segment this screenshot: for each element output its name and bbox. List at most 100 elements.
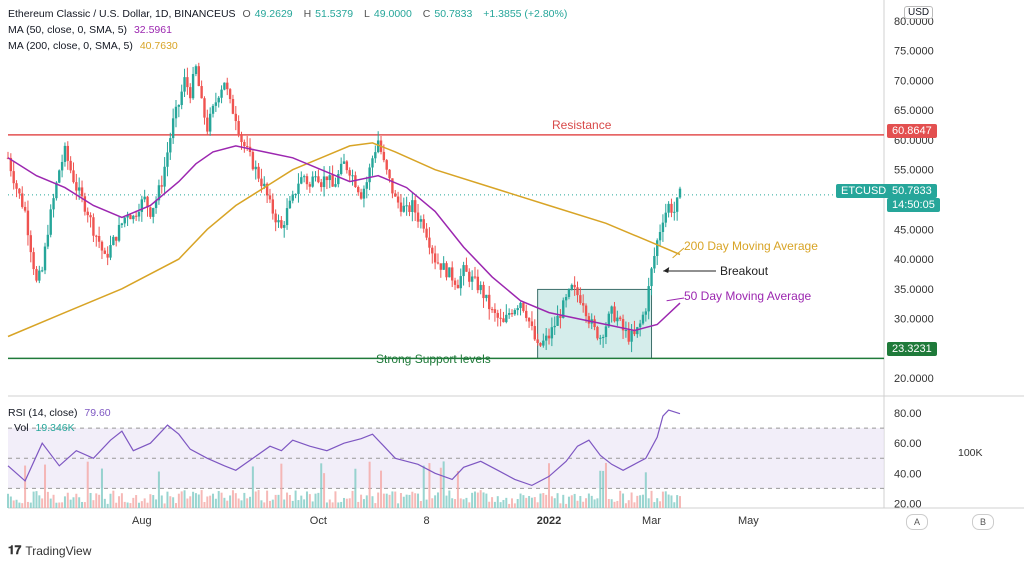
ma50-legend[interactable]: MA (50, close, 0, SMA, 5) 32.5961 xyxy=(8,24,176,36)
volume-bar xyxy=(137,502,140,508)
candle-body xyxy=(12,171,15,184)
volume-bar xyxy=(15,499,18,508)
candle-body xyxy=(394,193,397,197)
candle-body xyxy=(228,89,232,100)
volume-bar xyxy=(402,496,405,508)
volume-bar xyxy=(246,498,249,508)
candle-body xyxy=(408,205,411,212)
volume-bar xyxy=(465,497,468,508)
candle-body xyxy=(621,319,625,331)
auto-scale-button[interactable]: A xyxy=(906,514,928,530)
candle-body xyxy=(644,311,648,315)
volume-bar xyxy=(505,497,508,508)
volume-bar xyxy=(149,494,152,508)
volume-bar xyxy=(197,494,200,508)
volume-bar xyxy=(103,498,106,508)
ma50-line[interactable] xyxy=(7,145,681,332)
support-price-tag: 23.3231 xyxy=(887,342,937,356)
volume-bar xyxy=(180,491,183,508)
candle-body xyxy=(294,193,297,195)
candle-body xyxy=(63,145,67,162)
candle-body xyxy=(613,306,616,322)
price-tick-label: 45.0000 xyxy=(894,224,934,236)
volume-bar xyxy=(545,494,548,508)
volume-bar xyxy=(38,495,41,508)
candle-body xyxy=(80,187,84,197)
symbol-info: Ethereum Classic / U.S. Dollar, 1D, BINA… xyxy=(8,8,568,20)
candle-body xyxy=(251,151,255,170)
volume-bar xyxy=(610,499,613,508)
candle-body xyxy=(189,87,192,99)
candle-body xyxy=(448,267,451,278)
candle-body xyxy=(32,252,35,270)
candle-body xyxy=(132,215,135,220)
candle-body xyxy=(72,170,75,183)
candle-body xyxy=(331,175,334,187)
rsi-tick-label: 40.00 xyxy=(894,468,922,480)
vol-label: Vol xyxy=(14,422,29,434)
candle-body xyxy=(200,86,203,99)
volume-bar xyxy=(254,491,257,508)
candle-body xyxy=(231,99,235,114)
candle-body xyxy=(174,106,178,119)
volume-bar xyxy=(619,490,622,508)
volume-bar xyxy=(52,494,55,508)
volume-bar xyxy=(46,491,49,508)
candle-body xyxy=(328,175,331,181)
volume-bar xyxy=(343,497,345,508)
volume-bar xyxy=(203,502,206,508)
candle-body xyxy=(636,327,639,335)
candle-body xyxy=(305,176,309,185)
volume-bar xyxy=(177,493,180,508)
candle-body xyxy=(268,195,272,200)
volume-bar xyxy=(280,463,283,508)
volume-bar xyxy=(590,495,593,508)
volume-bar xyxy=(405,494,408,508)
candle-body xyxy=(470,276,474,282)
currency-badge[interactable]: USD xyxy=(904,6,934,19)
vol-legend[interactable]: Vol 19.346K xyxy=(14,422,79,434)
candle-body xyxy=(604,326,608,338)
volume-bar xyxy=(192,491,195,508)
volume-bar xyxy=(653,502,656,508)
candle-body xyxy=(371,158,374,168)
rsi-line[interactable] xyxy=(7,409,681,487)
candle-body xyxy=(641,314,645,324)
candle-body xyxy=(337,173,340,185)
ma200-line[interactable] xyxy=(7,142,681,338)
volume-bar xyxy=(462,499,465,508)
secondary-scale-button[interactable]: B xyxy=(972,514,994,530)
volume-bar xyxy=(132,497,135,508)
volume-bar xyxy=(21,503,24,508)
candle-body xyxy=(302,176,306,178)
candle-body xyxy=(149,207,152,217)
volume-bar xyxy=(525,497,528,508)
volume-bar xyxy=(454,499,457,508)
candle-body xyxy=(573,284,576,288)
volume-bar xyxy=(217,491,220,508)
volume-bar xyxy=(511,498,513,508)
candle-body xyxy=(633,330,636,335)
close-value: 50.7833 xyxy=(434,8,473,20)
ma200-legend[interactable]: MA (200, close, 0, SMA, 5) 40.7630 xyxy=(8,40,182,52)
candle-body xyxy=(587,316,591,324)
candle-body xyxy=(465,265,468,272)
volume-bar xyxy=(286,492,289,508)
rsi-legend[interactable]: RSI (14, close) 79.60 xyxy=(8,407,115,419)
volume-bar xyxy=(345,498,348,508)
volume-bar xyxy=(109,493,112,508)
price-tick-label: 70.0000 xyxy=(894,75,934,87)
volume-bar xyxy=(83,502,86,508)
volume-bar xyxy=(388,494,391,508)
ma50-pointer xyxy=(666,297,685,302)
volume-bar xyxy=(604,462,607,508)
volume-bar xyxy=(340,501,343,508)
volume-bar xyxy=(394,491,397,508)
time-axis-label: 8 xyxy=(424,515,430,527)
volume-bar xyxy=(528,496,531,508)
candle-body xyxy=(300,177,303,184)
volume-bar xyxy=(676,495,679,508)
volume-bar xyxy=(579,496,582,508)
volume-bar xyxy=(613,501,616,508)
